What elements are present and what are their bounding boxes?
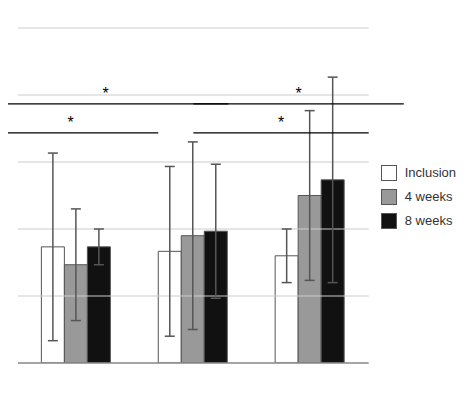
svg-text:*: *	[278, 114, 284, 131]
svg-text:*: *	[295, 85, 301, 102]
svg-text:*: *	[103, 85, 109, 102]
html-text:8 weeks: 8 weeks	[404, 213, 453, 228]
html-text:Inclusion: Inclusion	[404, 165, 456, 180]
html-text:4 weeks: 4 weeks	[404, 189, 453, 204]
svg-text:*: *	[67, 114, 73, 131]
